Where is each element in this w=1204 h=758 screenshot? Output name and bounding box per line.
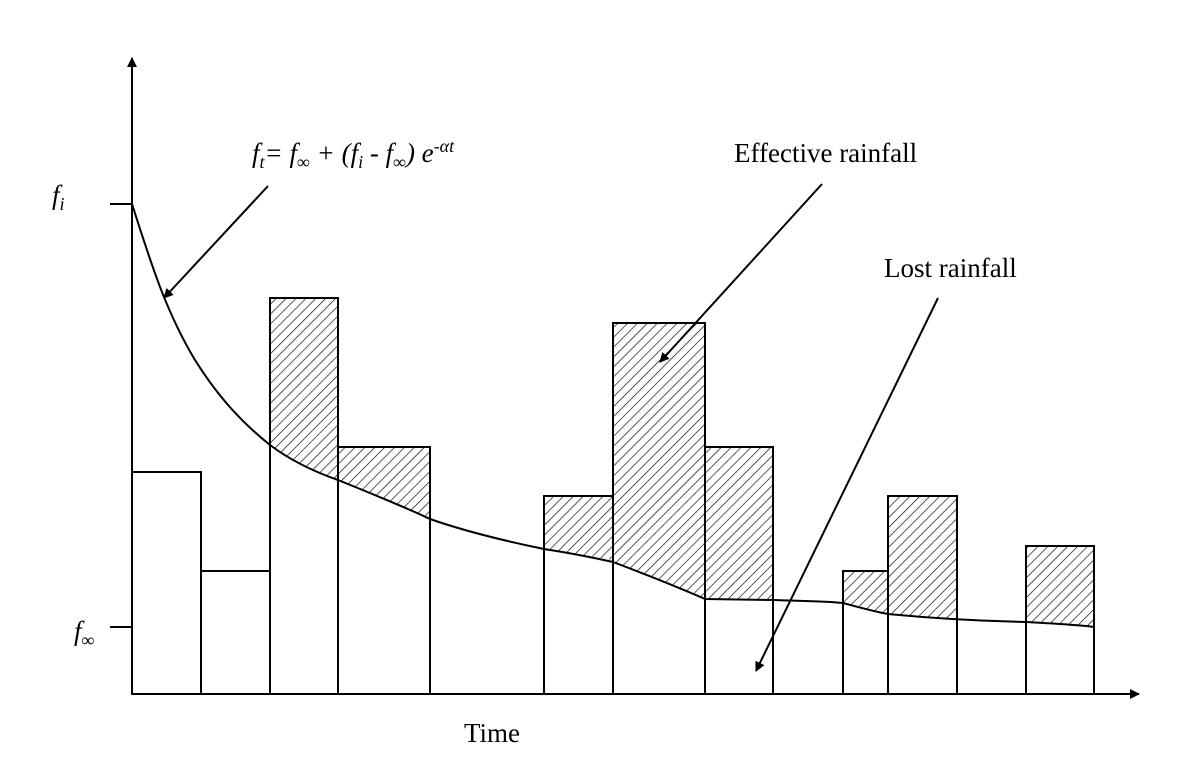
effective-rainfall-label: Effective rainfall [734, 138, 917, 168]
effective-region [1026, 546, 1094, 627]
horton-formula: ft= f∞ + (fi - f∞) e-αt [252, 136, 455, 172]
infiltration-curve [131, 203, 1095, 628]
time-axis-label: Time [464, 718, 520, 748]
effective-region [843, 571, 888, 616]
effective-region [705, 447, 773, 600]
effective-region [613, 323, 705, 599]
formula-sub: ∞ [297, 152, 310, 172]
formula-sub: t [260, 152, 266, 172]
formula-sub: i [358, 152, 363, 172]
effective-region [544, 496, 613, 560]
fi-label-sub: i [60, 194, 65, 214]
formula-part: ) e [404, 138, 434, 168]
formula-part: - f [363, 138, 396, 168]
formula-sup: -αt [434, 136, 455, 156]
effective-region [338, 447, 430, 519]
fi-label-main: f [52, 180, 63, 210]
finf-label-main: f [74, 616, 85, 646]
effective-arrow [659, 183, 823, 363]
finf-label: f∞ [74, 616, 94, 650]
lost-rainfall-label: Lost rainfall [884, 253, 1017, 283]
formula-part: = f [265, 138, 301, 168]
rainfall-bar [200, 570, 271, 695]
rainfall-bar [131, 471, 202, 695]
lost-arrow [755, 297, 939, 672]
formula-part: + (f [310, 138, 362, 168]
finf-label-sub: ∞ [82, 630, 95, 650]
effective-rainfall-regions [270, 298, 1094, 627]
fi-label: fi [52, 180, 65, 214]
formula-arrow [163, 185, 269, 299]
formula-sub: ∞ [393, 152, 406, 172]
effective-region [888, 496, 957, 620]
formula-part: f [252, 138, 263, 168]
effective-region [270, 298, 338, 480]
